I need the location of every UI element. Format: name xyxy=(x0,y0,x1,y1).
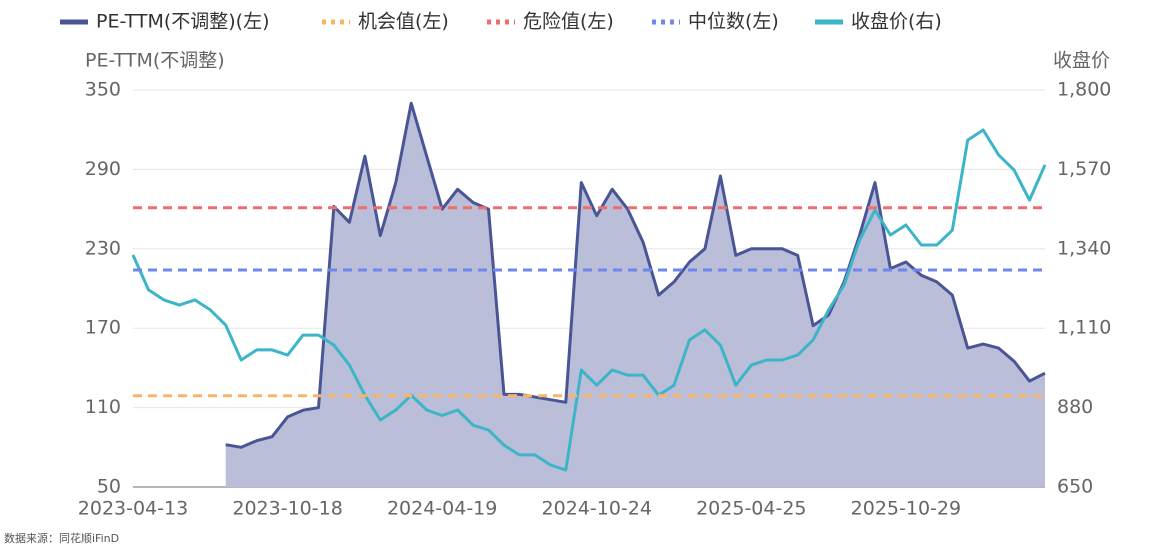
x-tick-label: 2024-10-24 xyxy=(542,498,652,520)
legend-label: PE-TTM(不调整)(左) xyxy=(96,11,270,33)
y-axis-label: PE-TTM(不调整) xyxy=(85,50,225,72)
legend-label: 危险值(左) xyxy=(523,11,614,33)
y2-tick-label: 880 xyxy=(1057,396,1093,418)
y-tick-label: 290 xyxy=(85,158,121,180)
legend-label: 中位数(左) xyxy=(688,11,779,33)
legend-label: 机会值(左) xyxy=(358,11,449,33)
y2-axis-label: 收盘价 xyxy=(1053,50,1110,72)
y-tick-label: 350 xyxy=(85,79,121,101)
legend-label: 收盘价(右) xyxy=(851,11,942,33)
y2-tick-label: 650 xyxy=(1057,476,1093,498)
area xyxy=(225,103,1045,487)
x-tick-label: 2025-10-29 xyxy=(851,498,961,520)
line xyxy=(225,101,1046,449)
y2-tick-label: 1,110 xyxy=(1057,317,1111,339)
y-tick-label: 230 xyxy=(85,237,121,259)
y2-tick-label: 1,340 xyxy=(1057,237,1111,259)
x-tick-label: 2023-04-13 xyxy=(78,498,188,520)
y2-tick-label: 1,570 xyxy=(1057,158,1111,180)
y2-tick-label: 1,800 xyxy=(1057,79,1111,101)
y-tick-label: 50 xyxy=(97,476,121,498)
x-tick-label: 2024-04-19 xyxy=(387,498,497,520)
line xyxy=(131,128,1047,472)
source-note: 数据来源：同花顺iFinD xyxy=(4,531,119,545)
x-tick-label: 2023-10-18 xyxy=(232,498,342,520)
y-tick-label: 110 xyxy=(85,396,121,418)
y-tick-label: 170 xyxy=(85,317,121,339)
x-tick-label: 2025-04-25 xyxy=(696,498,806,520)
